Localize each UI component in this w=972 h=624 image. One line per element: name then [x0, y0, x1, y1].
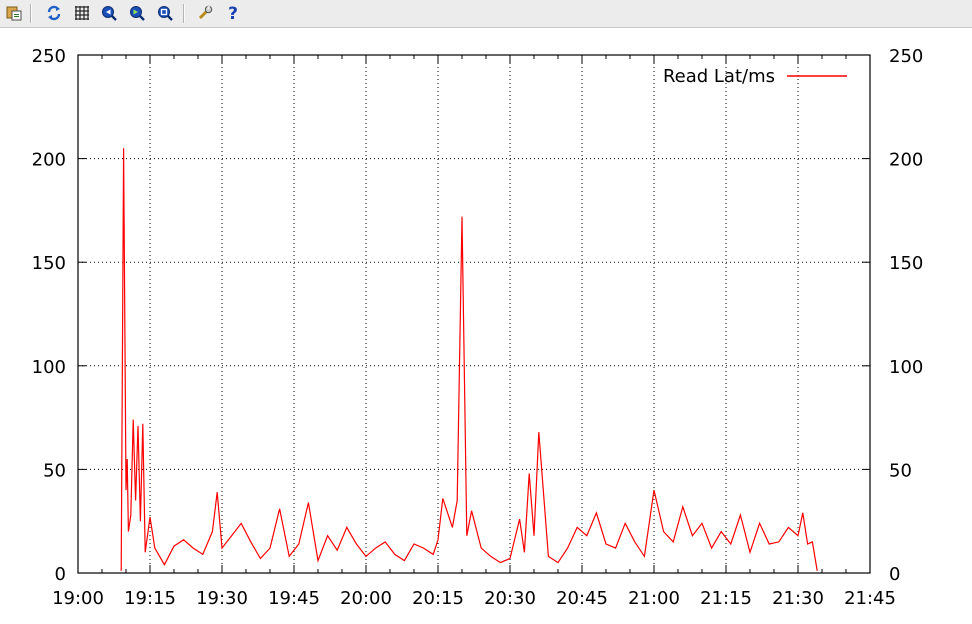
x-tick-label: 21:00	[628, 588, 680, 609]
y-tick-label: 250	[32, 46, 66, 67]
x-tick-label: 19:30	[196, 588, 248, 609]
copy-clipboard-icon[interactable]	[4, 3, 24, 23]
y2-tick-label: 200	[889, 150, 923, 171]
x-tick-label: 20:15	[412, 588, 464, 609]
y2-tick-label: 250	[889, 46, 923, 67]
y-tick-label: 200	[32, 150, 66, 171]
x-tick-label: 19:45	[268, 588, 320, 609]
y2-tick-label: 50	[889, 460, 912, 481]
y-tick-label: 50	[43, 460, 66, 481]
y2-tick-label: 0	[889, 564, 900, 585]
x-tick-label: 21:15	[700, 588, 752, 609]
y2-tick-label: 150	[889, 253, 923, 274]
options-icon[interactable]	[195, 3, 215, 23]
y-tick-label: 150	[32, 253, 66, 274]
zoom-previous-icon[interactable]	[99, 3, 119, 23]
toolbar-separator	[183, 4, 185, 23]
zoom-next-icon[interactable]	[127, 3, 147, 23]
grid-icon[interactable]	[72, 3, 92, 23]
x-tick-label: 19:15	[124, 588, 176, 609]
y-tick-label: 0	[55, 564, 66, 585]
help-icon[interactable]: ?	[223, 3, 243, 23]
replot-icon[interactable]	[44, 3, 64, 23]
series-line	[120, 148, 818, 571]
x-tick-label: 19:00	[52, 588, 104, 609]
latency-chart[interactable]: 19:00 19:15 19:30 19:45 20:00 20:15 20:30 20:45…	[0, 28, 972, 620]
toolbar-separator	[30, 4, 32, 23]
x-tick-label: 20:00	[340, 588, 392, 609]
unzoom-icon[interactable]	[155, 3, 175, 23]
y2-tick-label: 100	[889, 357, 923, 378]
svg-text:?: ?	[228, 4, 238, 22]
y-tick-label: 100	[32, 357, 66, 378]
toolbar: ?	[0, 0, 972, 28]
legend-label: Read Lat/ms	[663, 66, 775, 87]
x-tick-label: 21:30	[772, 588, 824, 609]
plot-area[interactable]: 19:00 19:15 19:30 19:45 20:00 20:15 20:30 20:45…	[0, 28, 972, 620]
plot-frame	[77, 54, 871, 574]
x-tick-label: 20:45	[556, 588, 608, 609]
x-tick-label: 20:30	[484, 588, 536, 609]
x-tick-label: 21:45	[844, 588, 896, 609]
